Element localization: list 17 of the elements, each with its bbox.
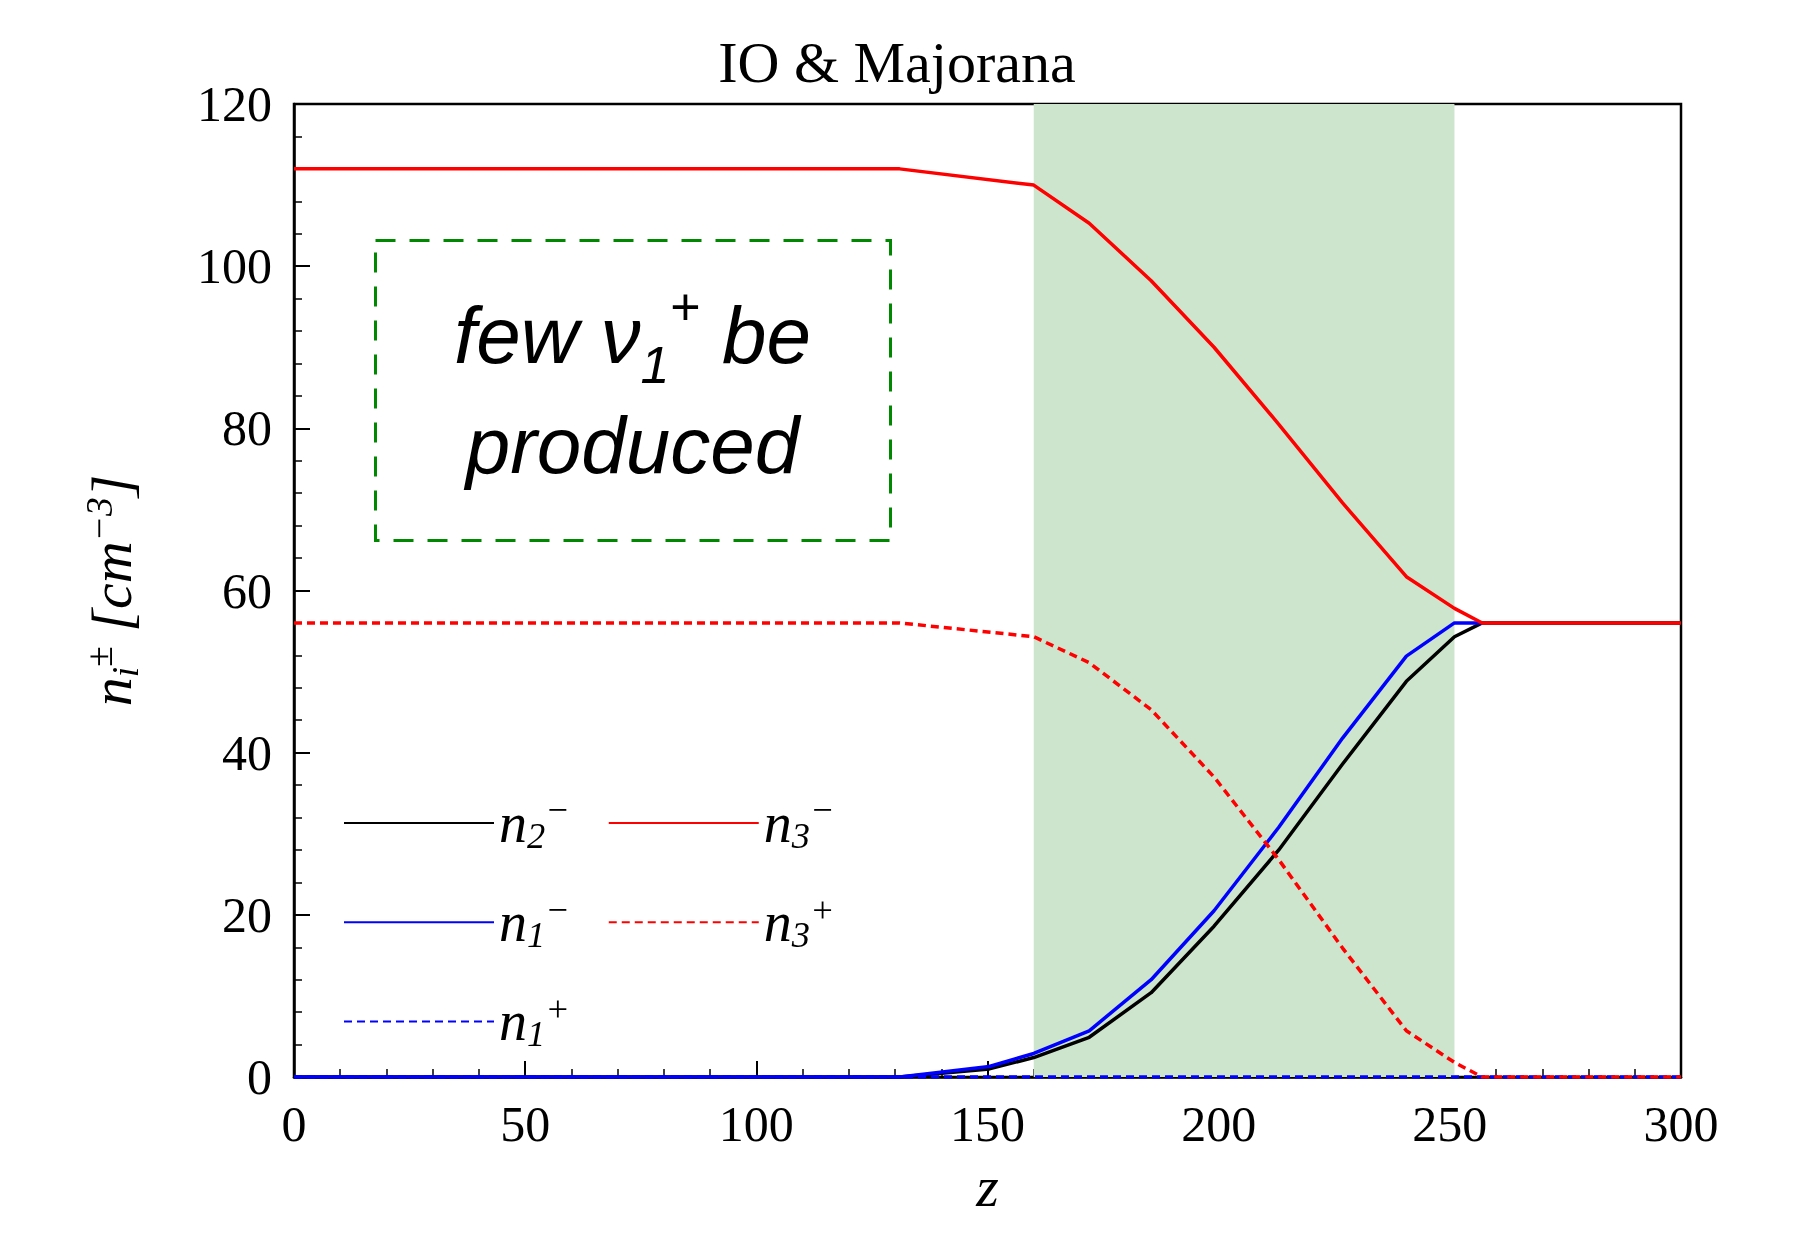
x-axis-title: z xyxy=(975,1153,999,1219)
y-tick-label: 20 xyxy=(222,886,272,943)
y-tick-label: 80 xyxy=(222,400,272,457)
y-tick-label: 120 xyxy=(197,76,272,132)
y-tick-label: 60 xyxy=(222,562,272,619)
x-tick-label: 250 xyxy=(1412,1096,1488,1152)
x-tick-label: 0 xyxy=(281,1096,307,1152)
x-tick-label: 300 xyxy=(1643,1096,1719,1152)
x-tick-label: 150 xyxy=(950,1096,1025,1152)
x-tick-label: 100 xyxy=(718,1096,794,1152)
y-tick-label: 40 xyxy=(222,724,272,781)
chart-title: IO & Majorana xyxy=(718,29,1076,95)
y-tick-label: 100 xyxy=(197,238,272,295)
y-tick-label: 0 xyxy=(247,1049,272,1105)
y-axis-title: ni± [cm−3] xyxy=(77,474,146,707)
x-tick-label: 200 xyxy=(1181,1096,1257,1152)
x-tick-label: 50 xyxy=(500,1096,551,1152)
